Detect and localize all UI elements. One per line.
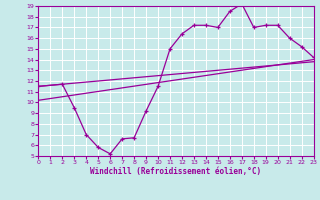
X-axis label: Windchill (Refroidissement éolien,°C): Windchill (Refroidissement éolien,°C) bbox=[91, 167, 261, 176]
